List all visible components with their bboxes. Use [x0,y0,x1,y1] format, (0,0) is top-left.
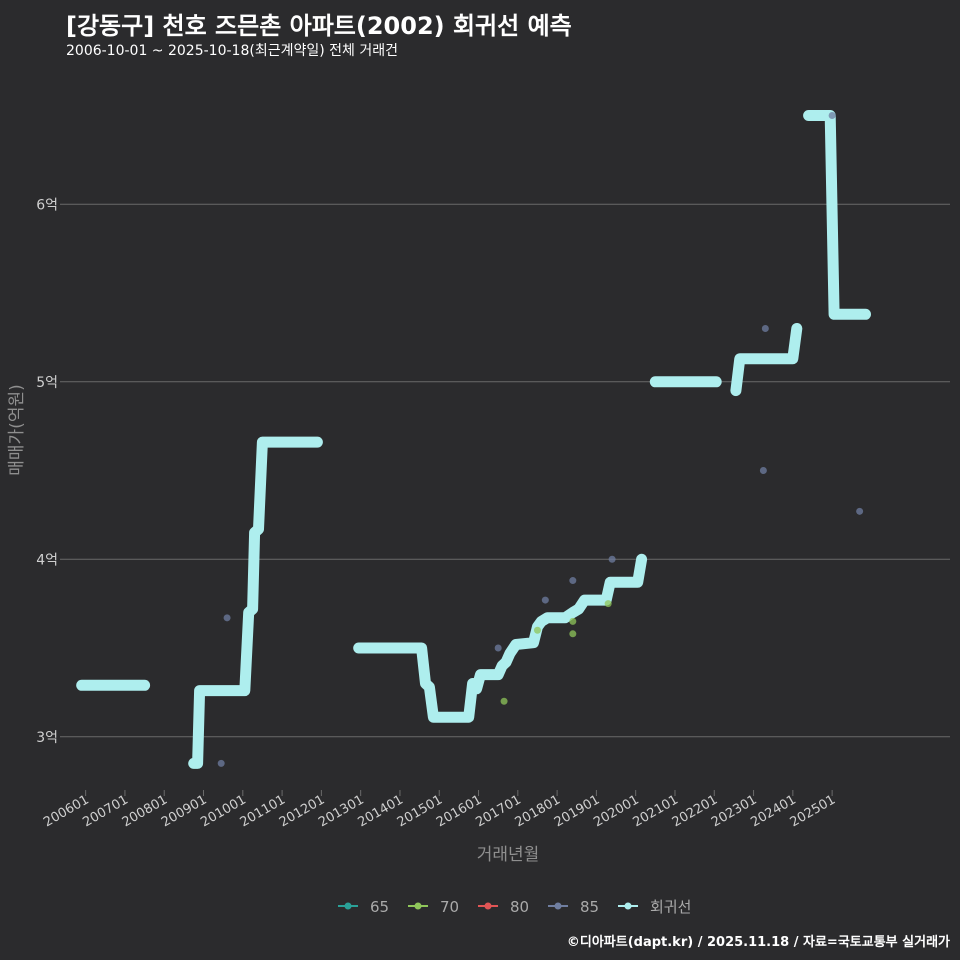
legend-marker [344,902,352,910]
x-tick-label: 202501 [788,792,838,830]
chart-subtitle: 2006-10-01 ~ 2025-10-18(최근계약일) 전체 거래건 [66,43,398,59]
y-tick-label: 3억 [36,730,58,746]
legend-label-85: 85 [580,898,599,916]
data-point-70 [604,600,612,608]
legend: 65 70 80 85 회귀선 [338,898,691,916]
y-axis-title: 매매가(억원) [7,384,27,475]
legend-marker [624,902,632,910]
data-point-85 [761,325,769,332]
grid-lines [66,203,950,738]
source-credit: ©디아파트(dapt.kr) / 2025.11.18 / 자료=국토교통부 실… [566,935,950,950]
data-point-85 [759,467,767,474]
data-point-85 [856,507,864,515]
data-point-70 [569,617,577,625]
legend-marker [484,902,492,910]
regression-segment [188,436,323,769]
data-point-70 [569,630,577,638]
y-axis-ticks: 3억 4억 5억 6억 [36,197,66,746]
regression-segment [353,553,648,723]
legend-marker [414,902,422,910]
legend-label-65: 65 [370,898,389,916]
data-point-70 [500,697,508,705]
data-point-85 [217,759,225,767]
chart-title: [강동구] 천호 즈믄촌 아파트(2002) 회귀선 예측 [66,12,572,40]
data-point-85 [608,555,616,563]
data-point-85 [223,614,231,622]
data-points [217,112,864,767]
data-point-70 [533,626,541,634]
regression-segment [803,110,871,320]
x-axis-title: 거래년월 [477,845,540,865]
regression-segment [730,323,803,397]
y-tick-label: 6억 [36,197,58,213]
y-tick-label: 4억 [36,552,58,568]
legend-label-80: 80 [510,898,529,916]
regression-line [76,110,871,769]
y-tick-label: 5억 [36,375,58,391]
data-point-85 [828,112,836,119]
legend-marker [554,902,562,910]
data-point-85 [541,596,549,604]
data-point-85 [494,644,502,652]
legend-label-70: 70 [440,898,459,916]
x-axis-ticks: 2006012007012008012009012010012011012012… [41,790,838,830]
data-point-85 [569,577,577,585]
legend-label-회귀선: 회귀선 [650,898,691,916]
